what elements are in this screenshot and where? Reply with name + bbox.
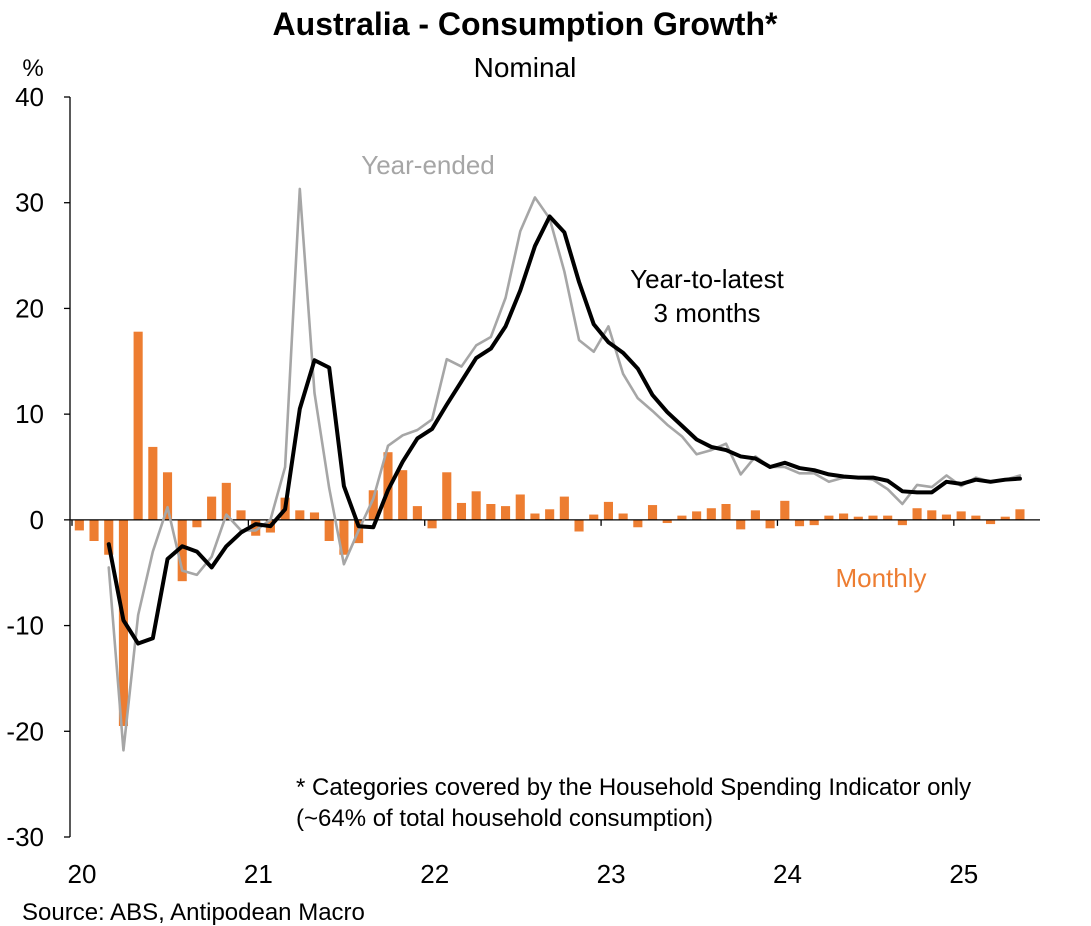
y-tick-label: 0 [30,505,44,535]
monthly-bar [662,519,672,524]
monthly-bar [368,490,378,520]
monthly-bar [486,504,496,520]
x-tick-label: 24 [773,859,802,889]
axes [64,96,1040,838]
tick-labels: 40 30 20 10 0 -10 -20 -30 20 21 22 23 24 25 [6,82,978,889]
monthly-bar [251,519,261,536]
monthly-bar [750,510,760,520]
monthly-bar [515,494,525,520]
y-tick-label: -30 [6,822,44,852]
monthly-bar [809,519,819,526]
monthly-bar [545,509,555,520]
monthly-bar [824,515,834,520]
monthly-bar [1015,509,1025,520]
monthly-bar [295,510,305,520]
monthly-bar [765,519,775,529]
monthly-bar [941,514,952,520]
monthly-bar [530,513,540,520]
monthly-bar [89,519,99,541]
chart-subtitle: Nominal [474,52,577,83]
monthly-bar [677,515,687,520]
year-ended-line [107,187,1022,752]
monthly-bar [839,513,849,520]
monthly-bar [647,505,658,520]
monthly-bar [618,513,628,520]
monthly-bar [324,519,334,541]
monthly-bar [589,514,599,520]
year-to-latest-3-months-line [106,214,1022,646]
monthly-bar [633,519,643,528]
monthly-bar [927,510,937,520]
monthly-bar [398,470,408,520]
monthly-label: Monthly [835,563,926,593]
monthly-bar [207,496,217,520]
monthly-bar [853,516,863,520]
source-note: Source: ABS, Antipodean Macro [22,899,365,926]
monthly-bar [133,331,143,520]
x-tick-label: 23 [597,859,626,889]
y-axis-unit-label: % [22,55,43,82]
monthly-bar [692,511,702,520]
monthly-bar [427,519,437,529]
y-tick-label: -20 [6,716,44,746]
monthly-bar [162,472,173,520]
monthly-bar [986,519,996,525]
monthly-bar [309,512,320,520]
monthly-bar [412,506,422,520]
monthly-bar [148,446,158,520]
year-to-latest-label-line1: Year-to-latest [630,264,784,294]
x-tick-label: 20 [68,859,97,889]
footnote-line2: (~64% of total household consumption) [296,805,713,832]
monthly-bar [74,519,84,531]
monthly-bar [736,519,746,530]
monthly-bar [192,519,202,528]
monthly-bar [574,519,584,532]
monthly-bar [721,504,731,520]
monthly-bar [456,502,467,520]
monthly-bars [74,331,1025,726]
monthly-bar [897,519,907,526]
monthly-bar [236,510,246,520]
monthly-bar [706,508,716,520]
year-ended-label: Year-ended [361,150,495,180]
x-tick-label: 22 [420,859,449,889]
y-tick-label: 40 [15,82,44,112]
y-tick-label: 30 [15,188,44,218]
monthly-bar [780,500,790,520]
monthly-bar [883,515,893,520]
monthly-bar [559,496,569,520]
monthly-bar [794,519,805,527]
y-tick-label: -10 [6,611,44,641]
y-tick-label: 10 [15,399,44,429]
monthly-bar [912,508,922,520]
series-lines [106,187,1022,752]
y-tick-label: 20 [15,293,44,323]
monthly-bar [442,472,452,520]
monthly-bar [971,515,981,520]
monthly-bar [104,519,114,555]
x-tick-label: 21 [244,859,273,889]
monthly-bar [471,491,481,520]
footnote-line1: * Categories covered by the Household Sp… [296,774,971,801]
monthly-bar [1000,516,1010,520]
monthly-bar [177,519,187,582]
monthly-bar [603,501,613,520]
monthly-bar [501,506,511,520]
monthly-bar [339,519,349,555]
monthly-bar [956,511,966,520]
chart-title: Australia - Consumption Growth* [273,6,778,42]
year-to-latest-label-line2: 3 months [654,298,761,328]
x-tick-label: 25 [949,859,978,889]
monthly-bar [868,515,878,520]
monthly-bar [221,482,231,520]
